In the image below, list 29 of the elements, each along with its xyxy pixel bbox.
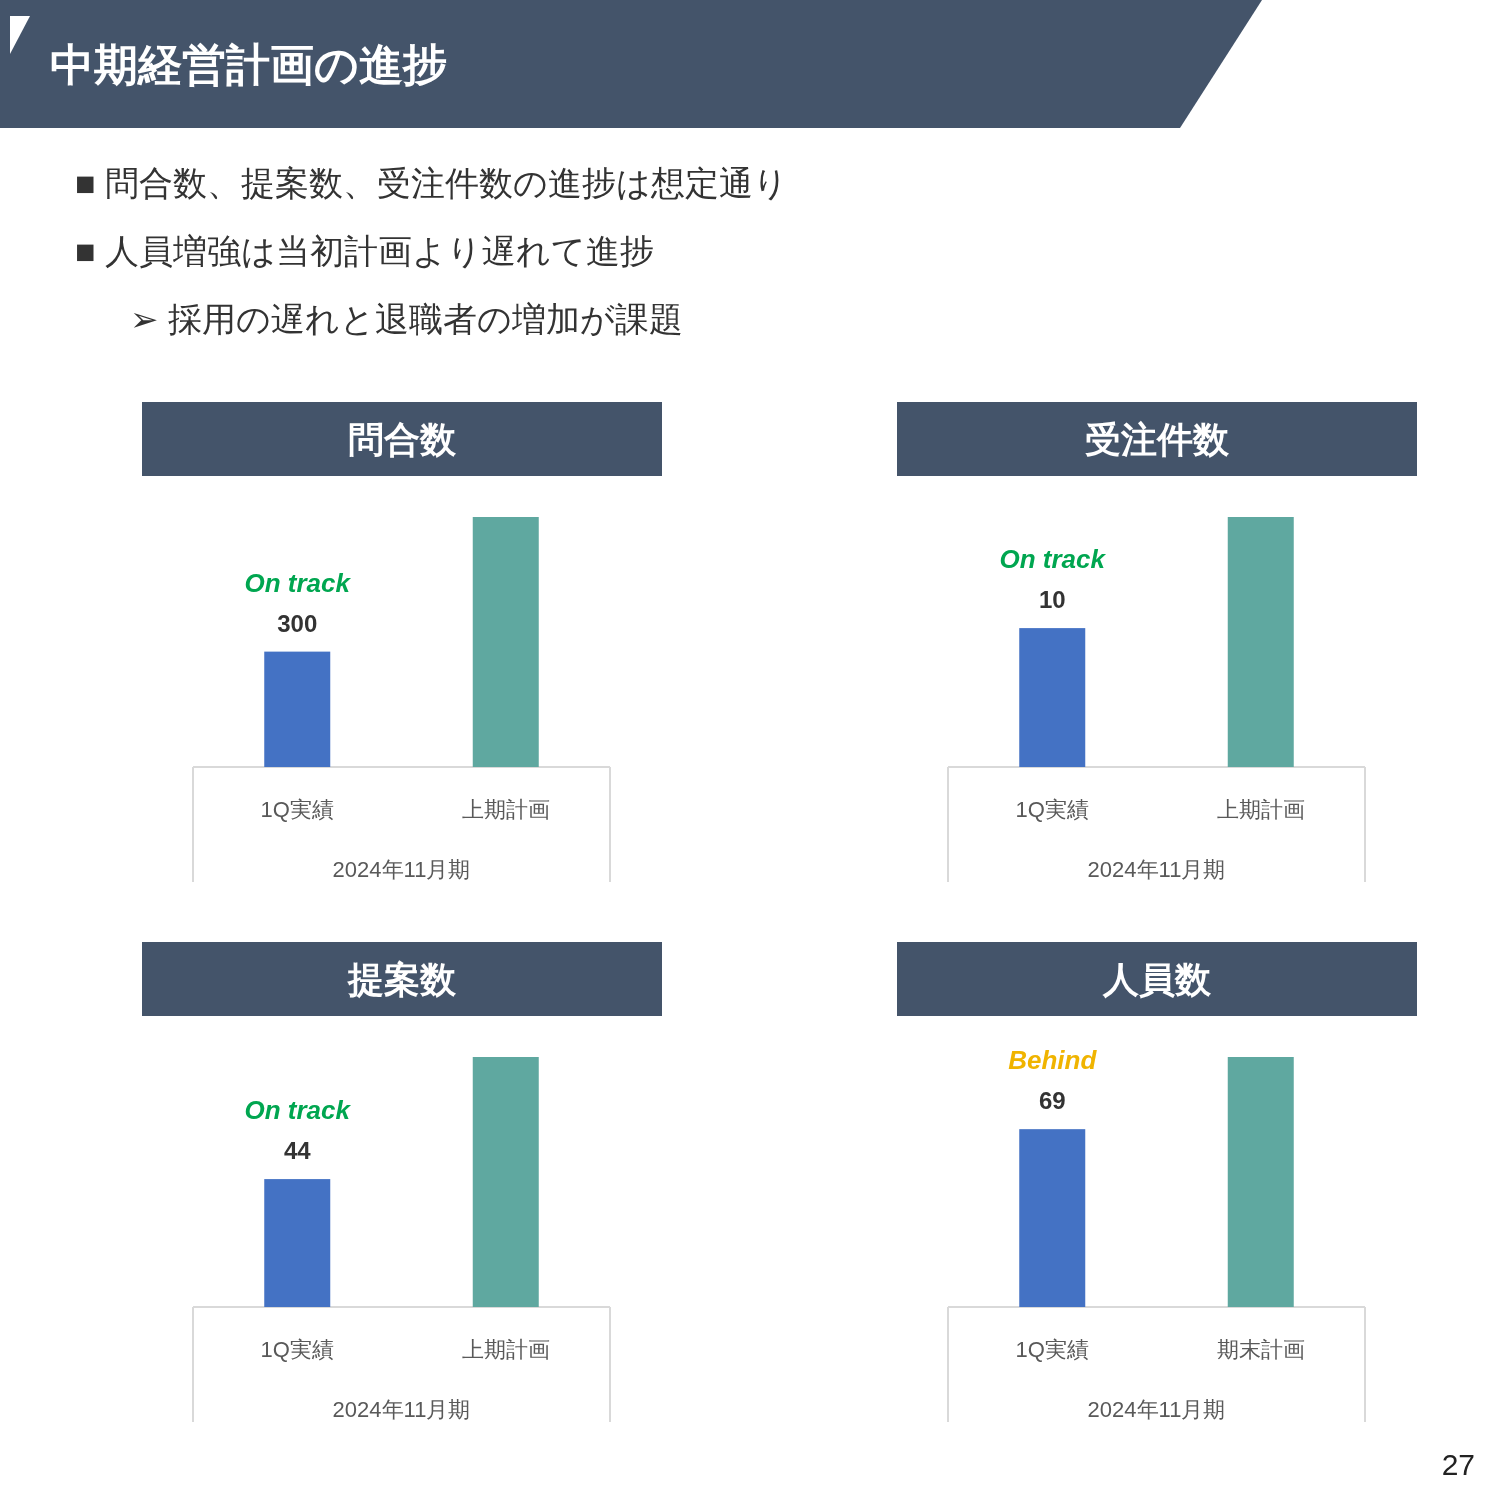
data-label: 69 [1038,1087,1066,1115]
data-label: 300 [277,609,318,637]
x-tick-label: 上期計画 [1216,797,1305,822]
text: ■ 問合数、提案数、受注件数の進捗は想定通り [75,164,788,202]
annotation: On track [999,544,1107,575]
x-tick-label: 1Q実績 [1015,1337,1089,1362]
annotation: On track [244,1095,352,1126]
text: ■ 人員増強は当初計画より遅れて進捗 [75,232,654,270]
data-label: 10 [1038,586,1066,614]
x-tick-label: 期末計画 [1216,1337,1305,1362]
x-axis-title: 2024年11月期 [1087,1397,1226,1422]
chart-title: 問合数 [348,419,457,460]
text: 中期経営計画の進捗 [50,40,447,89]
text: ➢ 採用の遅れと退職者の増加が課題 [130,300,683,338]
annotation: On track [244,567,352,598]
x-tick-label: 1Q実績 [1015,797,1089,822]
x-axis-title: 2024年11月期 [332,857,471,882]
x-axis-title: 2024年11月期 [332,1397,471,1422]
x-axis-title: 2024年11月期 [1087,857,1226,882]
chart-title: 提案数 [347,959,457,1000]
chart-title: 受注件数 [1085,419,1230,460]
x-tick-label: 1Q実績 [260,1337,334,1362]
chart-title: 人員数 [1102,959,1212,1000]
x-tick-label: 上期計画 [461,1337,550,1362]
text: 27 [1441,1448,1475,1481]
x-tick-label: 上期計画 [461,797,550,822]
x-tick-label: 1Q実績 [260,797,334,822]
data-label: 44 [283,1137,312,1165]
annotation: Behind [1008,1045,1098,1076]
